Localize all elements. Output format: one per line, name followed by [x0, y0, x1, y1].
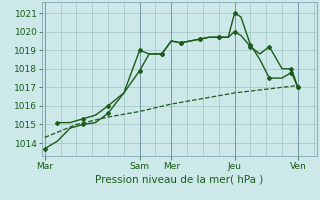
- X-axis label: Pression niveau de la mer( hPa ): Pression niveau de la mer( hPa ): [95, 175, 263, 185]
